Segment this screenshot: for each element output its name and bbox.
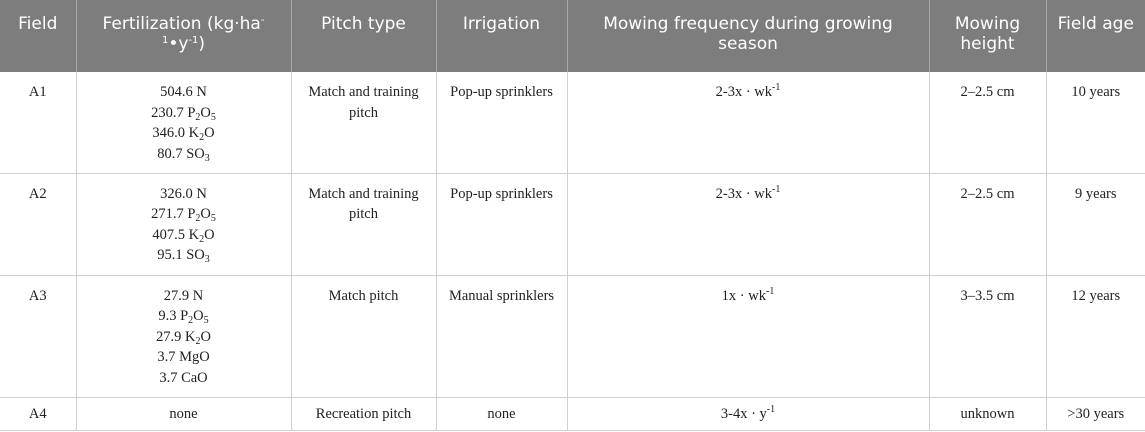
header-field-age: Field age [1045, 0, 1145, 72]
cell-fertilization: 504.6 N 230.7 P2O5 346.0 K2O 80.7 SO3 [75, 72, 291, 174]
header-pitch-type: Pitch type [290, 0, 436, 72]
cell-pitch-type: Recreation pitch [290, 397, 436, 431]
cell-field-age: 9 years [1045, 173, 1145, 276]
cell-irrigation: Manual sprinklers [435, 275, 567, 398]
cell-mowing-height: 3–3.5 cm [928, 275, 1046, 398]
cell-irrigation: Pop-up sprinklers [435, 72, 567, 174]
cell-mowing-frequency: 2-3x · wk-1 [566, 173, 929, 276]
fert-line: 407.5 K2O [152, 226, 215, 245]
fert-line: 95.1 SO3 [157, 247, 210, 265]
cell-mowing-height: unknown [928, 397, 1046, 431]
cell-fertilization: 27.9 N 9.3 P2O5 27.9 K2O 3.7 MgO 3.7 CaO [75, 275, 291, 398]
fert-line: 27.9 K2O [156, 328, 211, 347]
header-row: Field Fertilization (kg·ha- 1•y-1) Pitch … [0, 0, 1145, 72]
fert-line: 3.7 CaO [159, 369, 208, 386]
fert-line: 504.6 N [160, 84, 207, 100]
header-field: Field [18, 14, 58, 34]
cell-field: A2 [0, 173, 76, 276]
cell-pitch-type: Match and training pitch [290, 72, 436, 174]
cell-irrigation: none [435, 397, 567, 431]
header-mowing-frequency: Mowing frequency during growing season [566, 0, 929, 72]
table-row: A3 27.9 N 9.3 P2O5 27.9 K2O 3.7 MgO 3.7 … [0, 275, 1145, 398]
cell-fertilization: none [75, 397, 291, 431]
cell-irrigation: Pop-up sprinklers [435, 173, 567, 276]
cell-mowing-frequency: 3-4x · y-1 [566, 397, 929, 431]
cell-mowing-frequency: 2-3x · wk-1 [566, 72, 929, 174]
table-row: A1 504.6 N 230.7 P2O5 346.0 K2O 80.7 SO3… [0, 72, 1145, 174]
fert-line: 326.0 N [160, 185, 207, 202]
cell-mowing-frequency: 1x · wk-1 [566, 275, 929, 398]
fert-line: 230.7 P2O5 [151, 104, 216, 123]
cell-field-age: >30 years [1045, 397, 1145, 431]
fert-line: 3.7 MgO [157, 349, 210, 365]
cell-field: A3 [0, 275, 76, 398]
table-row: A2 326.0 N 271.7 P2O5 407.5 K2O 95.1 SO3… [0, 173, 1145, 276]
table-row: A4 none Recreation pitch none 3-4x · y-1… [0, 397, 1145, 431]
fert-line: 271.7 P2O5 [151, 206, 216, 224]
fert-line: 80.7 SO3 [157, 145, 210, 164]
cell-field: A4 [0, 397, 76, 431]
fert-line: none [169, 405, 198, 422]
header-mowing-height: Mowing height [928, 0, 1046, 72]
cell-field-age: 12 years [1045, 275, 1145, 398]
cell-field: A1 [0, 72, 76, 174]
cell-mowing-height: 2–2.5 cm [928, 173, 1046, 276]
cell-field-age: 10 years [1045, 72, 1145, 174]
fert-line: 27.9 N [163, 287, 204, 304]
header-irrigation: Irrigation [435, 0, 567, 72]
fert-line: 9.3 P2O5 [158, 308, 209, 326]
header-fertilization: Fertilization (kg·ha- 1•y-1) [75, 0, 291, 72]
fert-line: 346.0 K2O [152, 125, 215, 143]
cell-mowing-height: 2–2.5 cm [928, 72, 1046, 174]
cell-pitch-type: Match pitch [290, 275, 436, 398]
cell-pitch-type: Match and training pitch [290, 173, 436, 276]
cell-fertilization: 326.0 N 271.7 P2O5 407.5 K2O 95.1 SO3 [75, 173, 291, 276]
